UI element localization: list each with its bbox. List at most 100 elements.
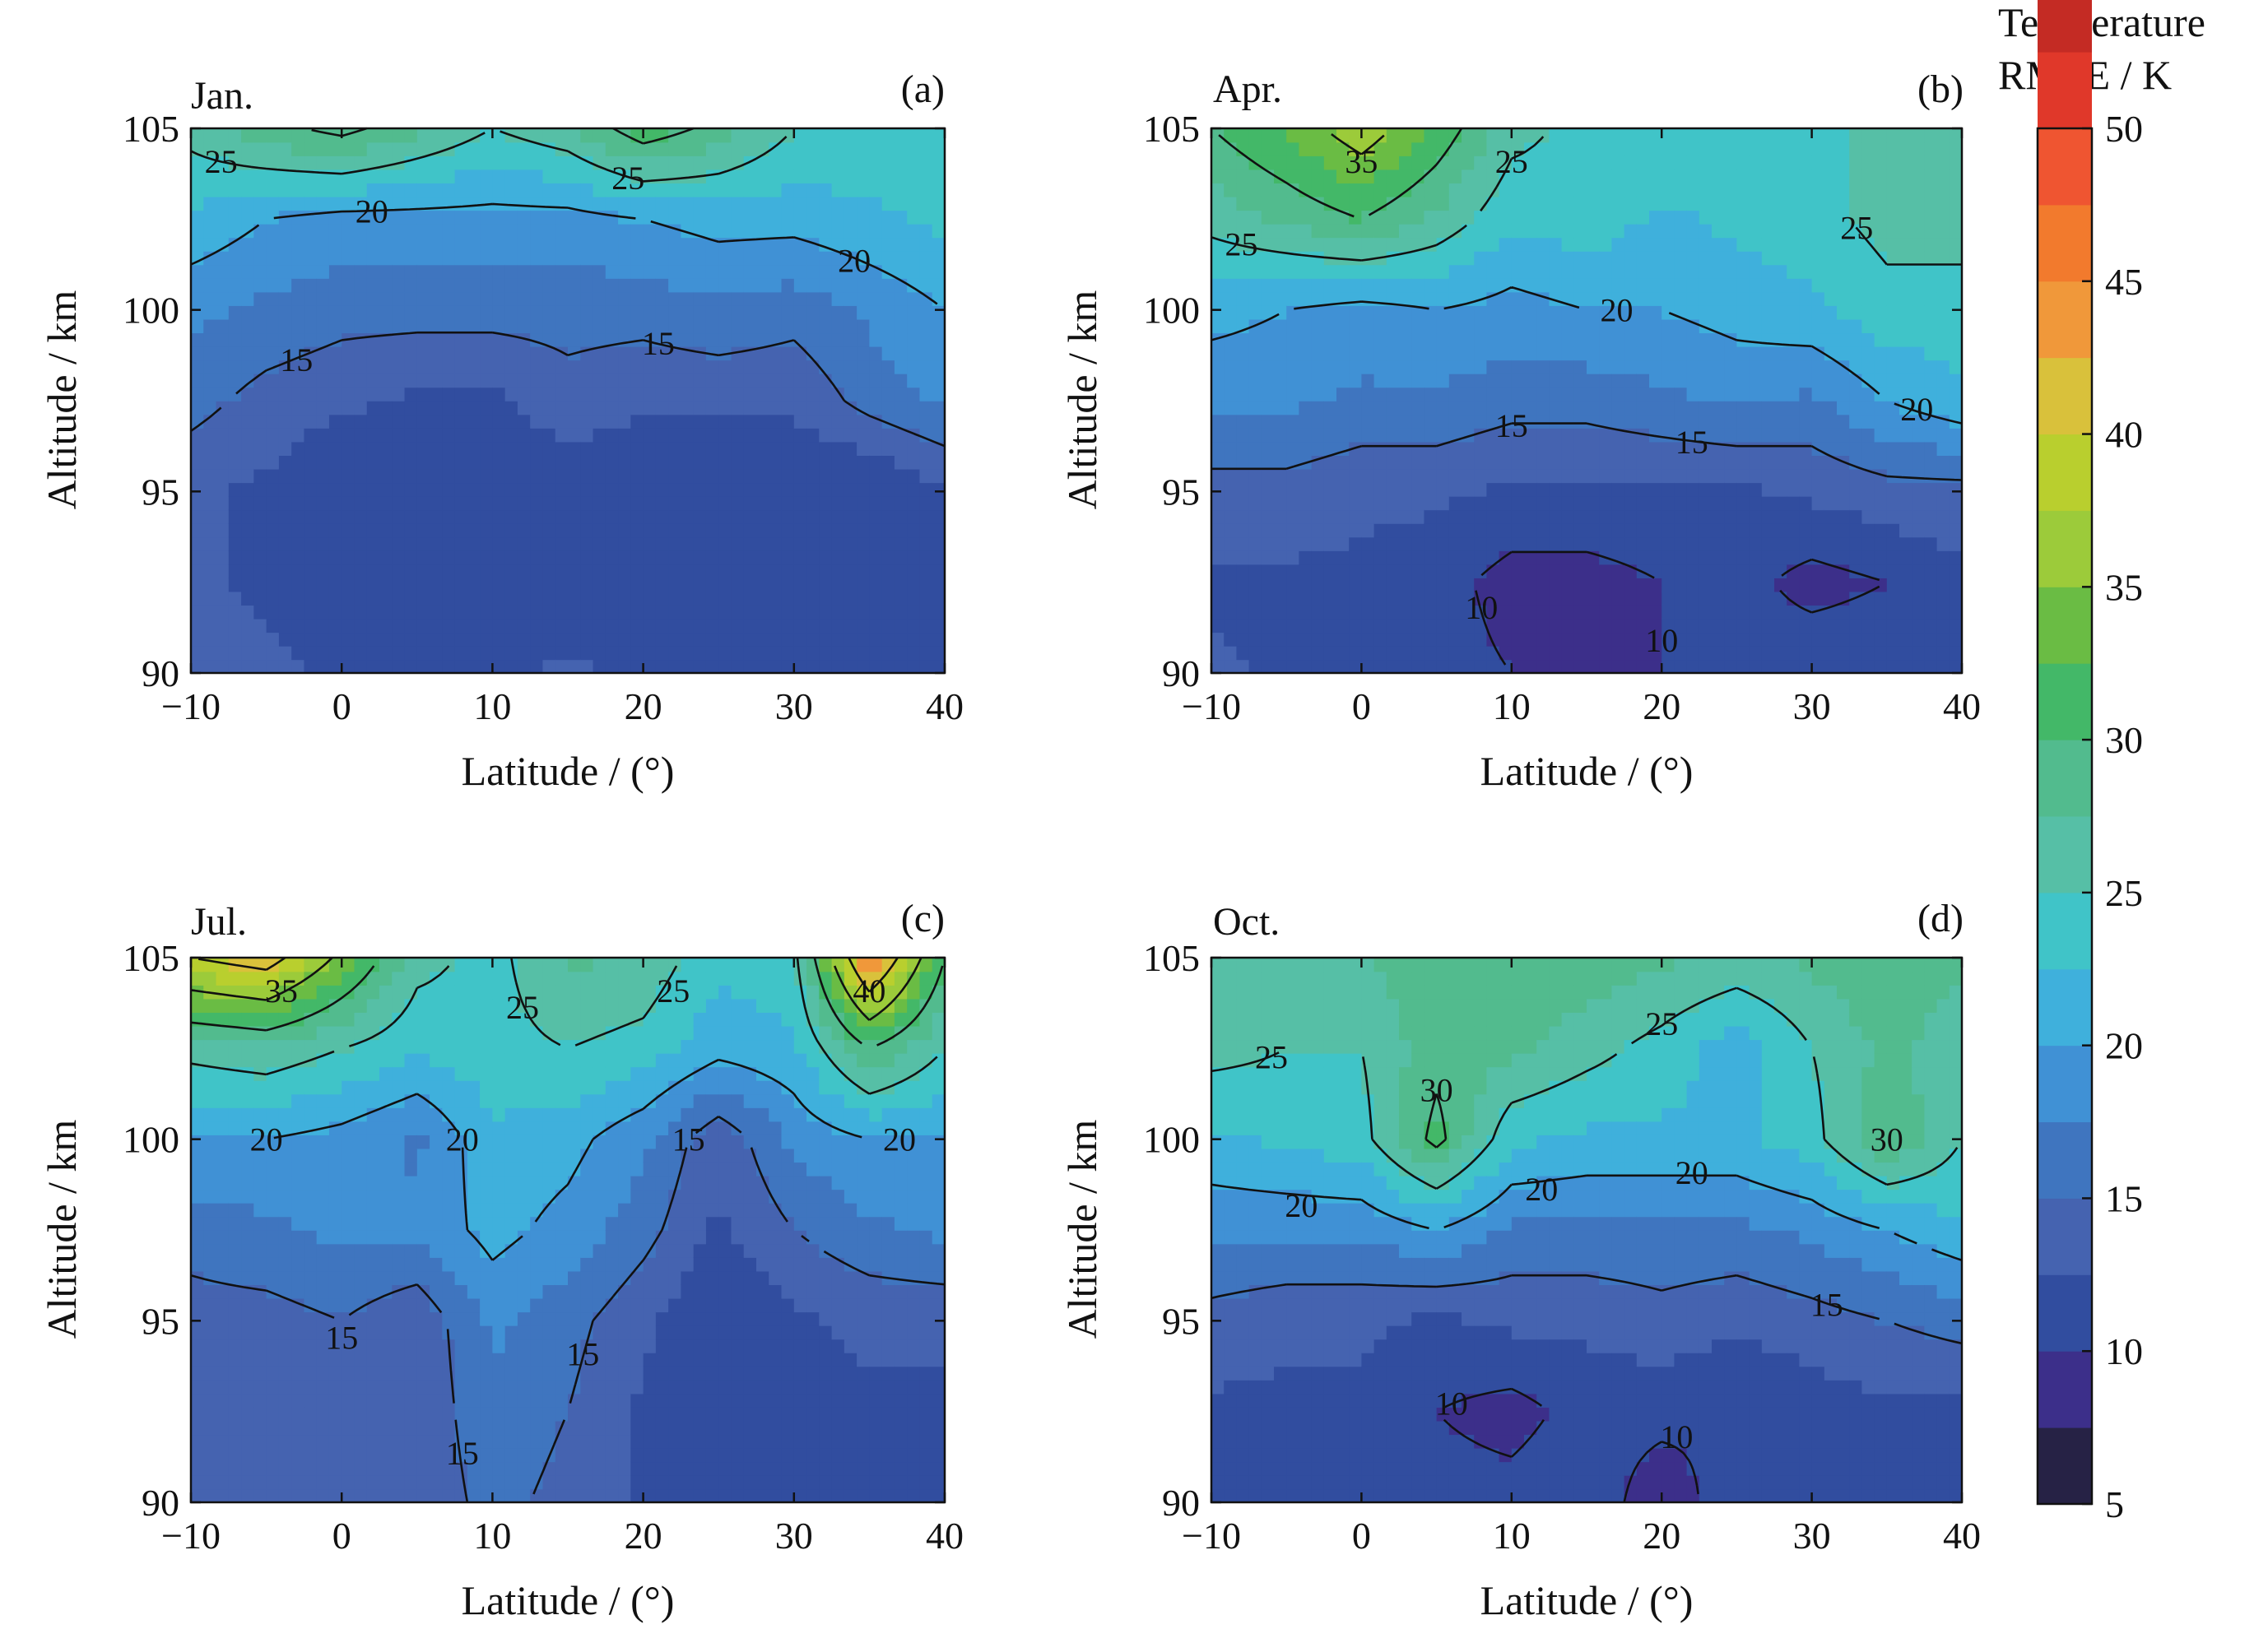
heatmap-cell xyxy=(1499,455,1513,470)
heatmap-cell xyxy=(1211,373,1225,388)
heatmap-cell xyxy=(203,522,217,538)
heatmap-cell xyxy=(191,1135,205,1149)
heatmap-cell xyxy=(1787,237,1801,252)
heatmap-cell xyxy=(1336,605,1350,620)
heatmap-cell xyxy=(1573,632,1587,647)
heatmap-cell xyxy=(191,332,205,347)
heatmap-cell xyxy=(278,564,292,578)
x-tick-label: −10 xyxy=(161,685,221,727)
heatmap-cell xyxy=(1524,128,1537,143)
heatmap-cell xyxy=(517,618,531,634)
heatmap-cell xyxy=(1837,278,1850,293)
heatmap-cell xyxy=(1899,632,1912,647)
heatmap-cell xyxy=(1549,223,1563,239)
heatmap-cell xyxy=(756,305,770,320)
heatmap-cell xyxy=(1624,223,1638,239)
heatmap-cell xyxy=(894,305,908,320)
heatmap-cell xyxy=(681,495,695,511)
heatmap-cell xyxy=(618,142,632,156)
heatmap-cell xyxy=(328,305,342,320)
heatmap-cell xyxy=(191,550,205,565)
heatmap-cell xyxy=(844,455,857,470)
heatmap-cell xyxy=(1936,414,1950,429)
heatmap-cell xyxy=(1661,605,1675,620)
heatmap-cell xyxy=(1799,223,1813,239)
heatmap-cell xyxy=(1924,278,1938,293)
heatmap-cell xyxy=(291,414,305,429)
heatmap-cell xyxy=(379,495,393,511)
heatmap-cell xyxy=(857,632,871,647)
heatmap-cell xyxy=(894,401,908,415)
heatmap-cell xyxy=(517,387,531,401)
heatmap-cell xyxy=(342,305,356,320)
heatmap-cell xyxy=(1411,468,1425,484)
heatmap-cell xyxy=(1462,237,1475,252)
heatmap-cell xyxy=(442,659,456,674)
heatmap-cell xyxy=(241,605,255,620)
heatmap-cell xyxy=(1724,278,1738,293)
heatmap-cell xyxy=(266,128,280,143)
heatmap-cell xyxy=(1787,250,1801,266)
heatmap-cell xyxy=(1849,645,1863,661)
heatmap-cell xyxy=(1749,318,1763,334)
heatmap-cell xyxy=(932,196,946,211)
heatmap-cell xyxy=(705,401,719,415)
heatmap-cell xyxy=(1561,632,1575,647)
heatmap-cell xyxy=(404,401,418,415)
heatmap-cell xyxy=(1712,414,1725,429)
heatmap-cell xyxy=(1462,318,1475,334)
heatmap-cell xyxy=(881,169,895,183)
heatmap-cell xyxy=(354,318,368,334)
heatmap-cell xyxy=(1636,332,1650,347)
heatmap-cell xyxy=(1299,128,1313,143)
heatmap-cell xyxy=(1924,578,1938,592)
heatmap-cell xyxy=(655,223,669,239)
heatmap-cell xyxy=(681,291,695,306)
heatmap-cell xyxy=(467,373,481,388)
heatmap-cell xyxy=(643,142,657,156)
heatmap-cell xyxy=(392,618,406,634)
heatmap-cell xyxy=(643,155,657,170)
heatmap-cell xyxy=(442,373,456,388)
heatmap-cell xyxy=(278,441,292,456)
heatmap-cell xyxy=(1236,360,1250,374)
heatmap-cell xyxy=(1323,645,1337,661)
heatmap-cell xyxy=(278,332,292,347)
heatmap-cell xyxy=(1386,291,1400,306)
heatmap-cell xyxy=(1499,142,1513,156)
heatmap-cell xyxy=(542,305,556,320)
heatmap-cell xyxy=(530,305,544,320)
heatmap-cell xyxy=(1499,237,1513,252)
heatmap-cell xyxy=(1949,264,1963,279)
heatmap-cell xyxy=(354,659,368,674)
heatmap-cell xyxy=(555,522,569,538)
heatmap-cell xyxy=(705,550,719,565)
heatmap-cell xyxy=(630,659,644,674)
heatmap-cell xyxy=(517,210,531,225)
heatmap-cell xyxy=(1424,223,1438,239)
heatmap-cell xyxy=(379,482,393,497)
heatmap-cell xyxy=(1824,223,1838,239)
heatmap-cell xyxy=(366,250,380,266)
heatmap-cell xyxy=(869,142,883,156)
heatmap-cell xyxy=(618,346,632,361)
heatmap-cell xyxy=(793,618,807,634)
heatmap-cell xyxy=(806,291,820,306)
heatmap-cell xyxy=(1886,536,1900,551)
heatmap-cell xyxy=(191,564,205,578)
heatmap-cell xyxy=(1274,591,1287,606)
heatmap-cell xyxy=(857,360,871,374)
heatmap-cell xyxy=(1549,360,1563,374)
heatmap-cell xyxy=(693,401,707,415)
heatmap-cell xyxy=(1486,142,1500,156)
heatmap-cell xyxy=(630,605,644,620)
heatmap-cell xyxy=(1636,346,1650,361)
heatmap-cell xyxy=(1736,332,1750,347)
heatmap-cell xyxy=(618,332,632,347)
heatmap-cell xyxy=(1924,550,1938,565)
heatmap-cell xyxy=(241,237,255,252)
heatmap-cell xyxy=(1799,305,1813,320)
heatmap-cell xyxy=(266,455,280,470)
heatmap-cell xyxy=(1386,455,1400,470)
heatmap-cell xyxy=(1787,522,1801,538)
